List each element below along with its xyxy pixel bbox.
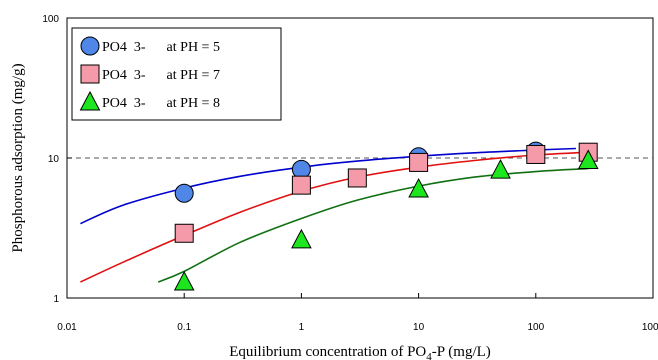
x-tick-label: 1000 xyxy=(642,322,658,333)
x-tick-label: 10 xyxy=(413,322,425,333)
legend-marker xyxy=(80,64,100,84)
data-point-series-2 xyxy=(409,152,429,172)
y-axis-label: Phosphorous adsorption (mg/g) xyxy=(10,63,26,252)
fit-curves xyxy=(80,147,589,283)
y-tick-label: 10 xyxy=(48,154,60,165)
legend-label: PO4 3- at PH = 5 xyxy=(102,40,220,55)
legend-box xyxy=(71,27,282,121)
x-tick-label: 0.1 xyxy=(177,322,191,333)
legend-marker xyxy=(80,36,100,56)
y-tick-label: 100 xyxy=(42,14,59,25)
y-tick-label: 1 xyxy=(53,294,59,305)
x-axis-label-subscript: 4 xyxy=(426,351,432,360)
data-point-series-1 xyxy=(291,159,311,179)
x-tick-label: 100 xyxy=(527,322,544,333)
x-tick-label: 0.01 xyxy=(57,322,77,333)
data-point-series-2 xyxy=(347,168,367,188)
fit-curve-series-2 xyxy=(80,151,589,283)
x-tick-label: 1 xyxy=(299,322,305,333)
axis-ticks: 0.01 0.1 1 10 100 1000 1 10 100 xyxy=(42,14,658,333)
legend-marker xyxy=(79,90,101,111)
fit-curve-series-1 xyxy=(80,147,576,225)
data-point-series-3 xyxy=(173,270,195,291)
data-point-series-3 xyxy=(490,158,511,179)
data-point-series-2 xyxy=(174,223,194,243)
legend-label: PO4 3- at PH = 7 xyxy=(102,68,220,83)
data-point-series-2 xyxy=(291,175,311,195)
data-point-series-1 xyxy=(174,183,194,203)
fit-curve-series-3 xyxy=(157,167,589,283)
data-point-series-3 xyxy=(291,228,312,249)
legend: PO4 3- at PH = 5 PO4 3- at PH = 7 PO4 3- a… xyxy=(71,27,282,121)
x-axis-label-part1: Equilibrium concentration of PO xyxy=(229,344,426,360)
legend-label: PO4 3- at PH = 8 xyxy=(102,96,220,111)
x-axis-label-part2: -P (mg/L) xyxy=(432,344,491,360)
x-axis-label: Equilibrium concentration of PO4-P (mg/L… xyxy=(229,344,491,360)
data-points xyxy=(173,141,599,291)
data-point-series-2 xyxy=(526,144,546,164)
data-point-series-3 xyxy=(577,149,599,169)
data-point-series-3 xyxy=(408,177,429,198)
